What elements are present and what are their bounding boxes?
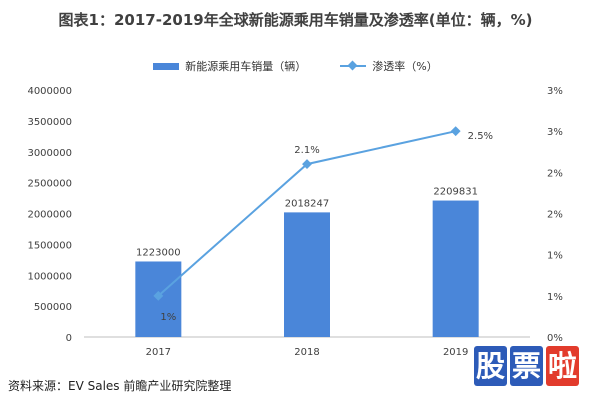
- y-left-tick-label: 3000000: [27, 148, 72, 159]
- y-left-tick-label: 3500000: [27, 117, 72, 128]
- line-point: [302, 159, 312, 170]
- y-left-tick-label: 500000: [34, 302, 72, 313]
- source-note: 资料来源：EV Sales 前瞻产业研究院整理: [8, 379, 232, 393]
- logo-char-2: 票: [510, 346, 543, 386]
- legend-line-swatch: [340, 60, 367, 71]
- logo-char-1: 股: [474, 346, 507, 386]
- y-left-tick-label: 1500000: [27, 240, 72, 251]
- legend-bar-swatch: [153, 62, 180, 70]
- y-left-tick-label: 1000000: [27, 271, 72, 282]
- bar-data-label: 2209831: [433, 187, 478, 198]
- line-point: [153, 290, 164, 301]
- y-right-tick-label: 3%: [547, 127, 563, 138]
- y-right-tick-label: 0%: [547, 333, 563, 344]
- y-left-tick-label: 2000000: [27, 210, 72, 221]
- logo-char-3: 啦: [546, 346, 579, 386]
- x-tick-label: 2017: [146, 347, 171, 358]
- line-point: [450, 126, 461, 137]
- legend-item-sales: 新能源乘用车销量（辆）: [153, 58, 306, 74]
- legend-line-label: 渗透率（%）: [372, 60, 438, 73]
- x-tick-label: 2018: [294, 347, 319, 358]
- y-left-tick-label: 0: [66, 333, 72, 344]
- x-tick-label: 2019: [443, 347, 468, 358]
- line-data-label: 2.5%: [468, 131, 493, 142]
- y-right-tick-label: 1%: [547, 251, 563, 262]
- y-right-tick-label: 1%: [547, 292, 563, 303]
- line-data-label: 2.1%: [294, 145, 319, 156]
- site-logo: 股 票 啦: [474, 346, 579, 386]
- bar-data-label: 2018247: [285, 198, 330, 209]
- line-data-label: 1%: [160, 312, 176, 323]
- bar-data-label: 1223000: [136, 247, 181, 258]
- legend-bar-label: 新能源乘用车销量（辆）: [185, 60, 307, 73]
- chart-title: 图表1：2017-2019年全球新能源乘用车销量及渗透率(单位：辆，%): [58, 11, 533, 29]
- y-left-tick-label: 2500000: [27, 179, 72, 190]
- y-left-tick-label: 4000000: [27, 86, 72, 97]
- y-right-tick-label: 3%: [547, 86, 563, 97]
- y-right-tick-label: 2%: [547, 210, 563, 221]
- legend-item-penetration: 渗透率（%）: [340, 58, 438, 74]
- chart-legend: 新能源乘用车销量（辆） 渗透率（%）: [0, 58, 591, 74]
- bar: [284, 212, 330, 337]
- bar: [432, 200, 479, 337]
- y-right-tick-label: 2%: [547, 168, 563, 179]
